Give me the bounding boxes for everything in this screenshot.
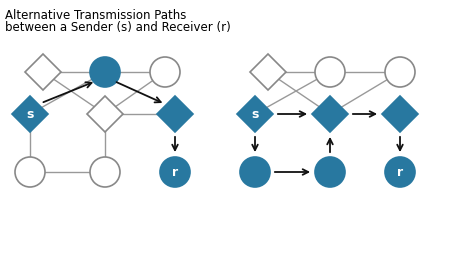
Text: r: r (397, 166, 403, 179)
Circle shape (150, 57, 180, 87)
Text: r: r (172, 166, 178, 179)
Polygon shape (382, 96, 418, 132)
Polygon shape (25, 54, 61, 90)
Polygon shape (87, 96, 123, 132)
Circle shape (15, 157, 45, 187)
Circle shape (240, 157, 270, 187)
Text: between a Sender (s) and Receiver (r): between a Sender (s) and Receiver (r) (5, 21, 231, 34)
Text: Alternative Transmission Paths: Alternative Transmission Paths (5, 9, 186, 22)
Circle shape (160, 157, 190, 187)
Circle shape (90, 57, 120, 87)
Circle shape (315, 57, 345, 87)
Polygon shape (237, 96, 273, 132)
Polygon shape (157, 96, 193, 132)
Circle shape (385, 157, 415, 187)
Circle shape (90, 157, 120, 187)
Polygon shape (12, 96, 48, 132)
Text: s: s (27, 107, 34, 121)
Circle shape (315, 157, 345, 187)
Circle shape (385, 57, 415, 87)
Polygon shape (250, 54, 286, 90)
Polygon shape (312, 96, 348, 132)
Text: s: s (251, 107, 259, 121)
